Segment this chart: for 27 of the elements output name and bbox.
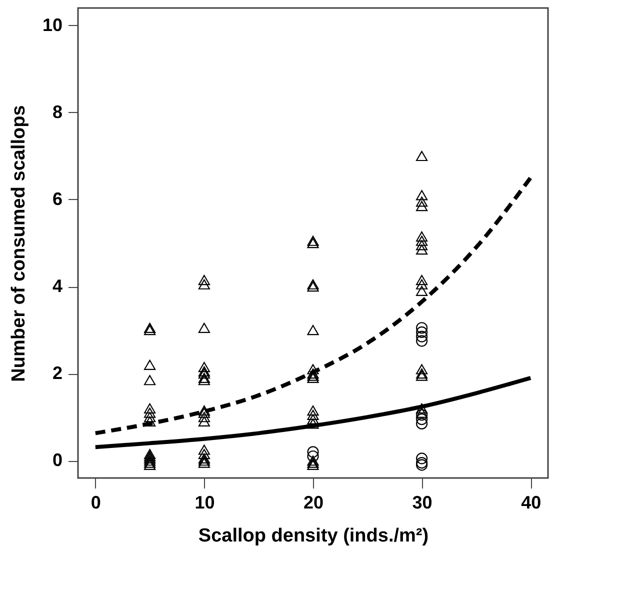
point [416,409,428,421]
y-tick-label: 2 [52,363,62,384]
y-tick-label: 8 [52,102,62,122]
x-tick-label: 30 [412,492,432,512]
y-tick-label: 4 [52,276,62,296]
point [307,450,319,462]
point [416,330,428,342]
x-tick-label: 40 [521,492,542,512]
point [307,446,319,458]
x-tick-label: 20 [303,492,324,512]
x-axis-title: Scallop density (inds./m²) [198,526,429,546]
x-tick-label: 0 [90,492,101,512]
point [416,418,428,430]
point [416,322,428,334]
point [416,326,428,338]
point [416,456,428,469]
line-series [93,176,533,436]
x-tick-label: 10 [194,492,215,512]
y-tick-label: 10 [42,14,62,35]
y-tick-label: 0 [52,450,62,470]
y-tick-label: 6 [52,188,62,209]
y-axis-title: Number of consumed scallops [8,105,30,382]
point [416,335,428,347]
point [416,459,428,471]
point [416,413,428,426]
line-series [93,376,533,450]
point [416,452,428,464]
